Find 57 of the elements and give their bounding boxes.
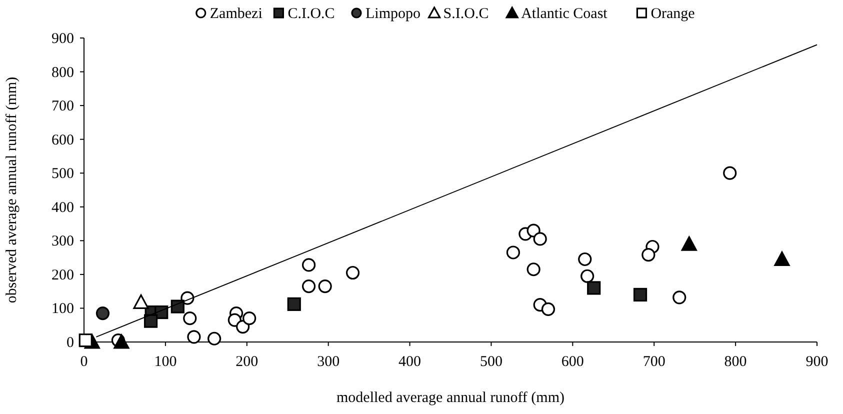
- y-axis-title: observed average annual runoff (mm): [4, 76, 20, 304]
- y-tick-label: 400: [52, 200, 74, 216]
- point: [133, 294, 149, 309]
- point: [723, 166, 737, 180]
- y-tick-label: 300: [52, 234, 74, 250]
- x-tick-label: 400: [398, 354, 422, 370]
- x-tick-label: 300: [317, 354, 340, 370]
- point: [526, 262, 540, 276]
- x-tick-label: 900: [806, 354, 828, 370]
- point: [236, 320, 250, 334]
- point: [541, 302, 556, 316]
- x-tick-label: 700: [642, 354, 666, 370]
- legend-label: Orange: [650, 6, 696, 22]
- legend-label: Zambezi: [210, 6, 262, 22]
- point: [506, 246, 520, 260]
- legend-label: S.I.O.C: [443, 6, 489, 22]
- point: [170, 300, 184, 314]
- x-tick-label: 600: [561, 354, 584, 370]
- legend-label: C.I.O.C: [288, 6, 335, 22]
- point: [587, 281, 601, 295]
- x-tick-label: 200: [236, 354, 258, 370]
- y-tick-label: 900: [52, 31, 74, 47]
- x-axis-title: modelled average annual runoff (mm): [336, 390, 564, 406]
- point: [346, 266, 360, 280]
- point: [96, 306, 110, 320]
- y-tick-label: 500: [52, 166, 74, 182]
- y-tick-label: 600: [52, 132, 74, 148]
- x-tick-label: 0: [80, 354, 88, 370]
- point: [318, 279, 332, 294]
- point: [774, 251, 790, 266]
- point: [672, 290, 686, 304]
- x-tick-label: 800: [724, 354, 747, 370]
- point: [302, 279, 316, 294]
- point: [183, 312, 197, 326]
- point: [242, 312, 256, 326]
- point: [642, 248, 656, 262]
- y-tick-label: 200: [52, 267, 74, 284]
- y-tick-label: 0: [66, 335, 74, 351]
- y-tick-label: 700: [52, 98, 74, 115]
- x-tick-label: 100: [154, 354, 177, 370]
- point: [144, 314, 158, 328]
- point: [578, 252, 592, 266]
- point: [681, 236, 697, 251]
- point: [78, 334, 92, 348]
- y-tick-label: 800: [52, 64, 74, 81]
- point: [287, 297, 301, 311]
- legend-label: Limpopo: [366, 6, 420, 22]
- legend-label: Atlantic Coast: [521, 6, 608, 22]
- point: [633, 288, 648, 302]
- x-tick-label: 500: [480, 354, 502, 370]
- point: [187, 330, 201, 344]
- point: [302, 258, 316, 272]
- point: [114, 334, 130, 349]
- point: [580, 269, 594, 283]
- point: [208, 332, 222, 346]
- point: [533, 232, 547, 246]
- y-tick-label: 100: [52, 301, 74, 318]
